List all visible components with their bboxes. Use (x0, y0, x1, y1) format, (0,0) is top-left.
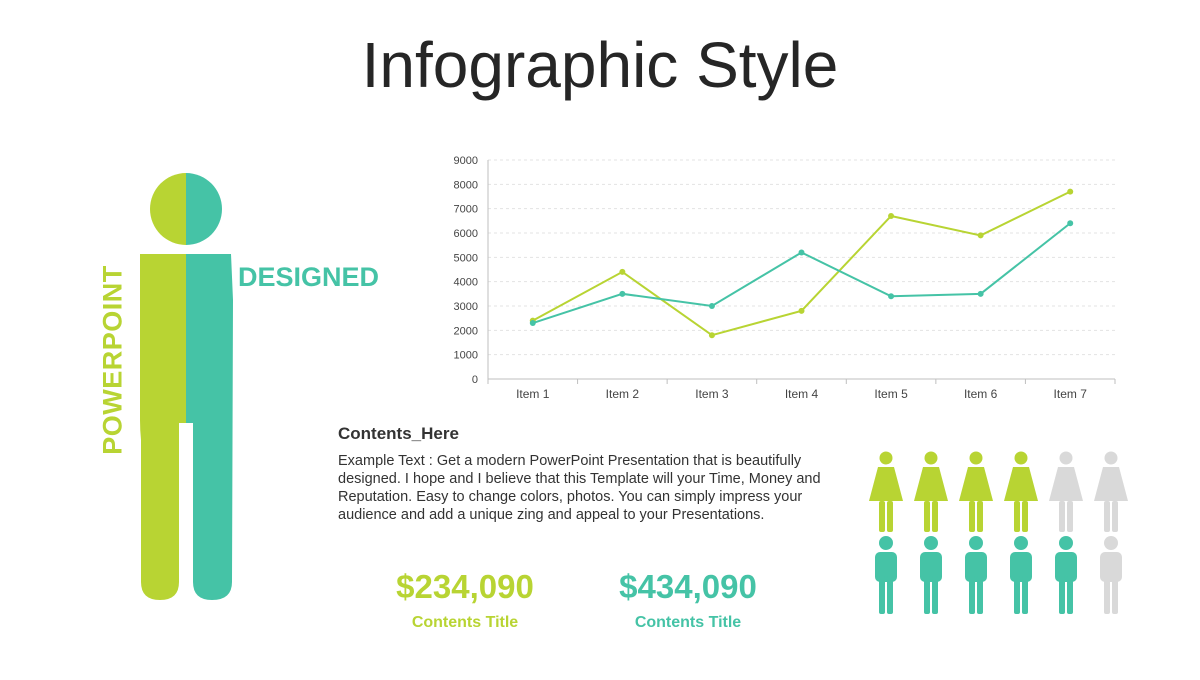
y-tick-label: 3000 (454, 301, 478, 313)
series-2-point (708, 303, 715, 309)
people-pictogram-svg (869, 451, 1128, 614)
female-person-icon (1049, 451, 1083, 532)
male-person-icon (965, 536, 987, 614)
stat-1-label: Contents Title (411, 614, 519, 631)
people-pictogram (862, 448, 1142, 618)
x-tick-label: Item 5 (874, 387, 908, 401)
x-tick-label: Item 7 (1054, 387, 1088, 401)
contents-body: Example Text : Get a modern PowerPoint P… (338, 453, 821, 523)
female-person-icon (959, 451, 993, 532)
male-person-icon (920, 536, 942, 614)
series-2-point (798, 249, 805, 256)
male-person-icon (1010, 536, 1032, 614)
series-2-point (1067, 220, 1074, 227)
stat-1-value: $234,090 (396, 568, 534, 605)
y-tick-label: 1000 (454, 350, 478, 362)
body-left-half (140, 254, 186, 600)
stat-1: $234,090 Contents Title (365, 568, 565, 632)
y-tick-label: 6000 (454, 228, 478, 240)
male-person-icon (875, 536, 897, 614)
person-figure: POWERPOINT DESIGNED (0, 0, 400, 675)
page-title: Infographic Style (361, 29, 839, 101)
x-tick-label: Item 3 (695, 387, 729, 401)
female-person-icon (1004, 451, 1038, 532)
y-tick-label: 0 (472, 374, 478, 386)
series-1-point (619, 268, 626, 275)
stat-2-value: $434,090 (619, 568, 757, 605)
head-right-half (186, 173, 222, 245)
series-1-point (798, 307, 805, 314)
x-tick-label: Item 2 (606, 387, 640, 401)
female-person-icon (914, 451, 948, 532)
series-2-point (619, 290, 626, 297)
designed-label: DESIGNED (238, 262, 380, 292)
female-person-icon (869, 451, 903, 532)
male-person-icon (1100, 536, 1122, 614)
male-person-icon (1055, 536, 1077, 614)
body-right-half (186, 254, 233, 600)
series-1-point (977, 232, 984, 239)
y-tick-label: 5000 (454, 252, 478, 264)
head-left-half (150, 173, 186, 245)
series-2-point (888, 293, 895, 300)
female-person-icon (1094, 451, 1128, 532)
y-tick-label: 2000 (454, 325, 478, 337)
contents-heading: Contents_Here (338, 424, 459, 443)
line-chart: 0 1000 2000 3000 4000 5000 6000 7000 8000 9000 Ite… (440, 148, 1130, 410)
series-2-point (977, 290, 984, 297)
y-tick-label: 4000 (454, 277, 478, 289)
powerpoint-label: POWERPOINT (97, 265, 128, 455)
y-tick-label: 7000 (454, 204, 478, 216)
x-tick-label: Item 6 (964, 387, 998, 401)
series-1-point (708, 332, 715, 339)
line-chart-svg: 0 1000 2000 3000 4000 5000 6000 7000 8000 9000 Ite… (454, 155, 1116, 401)
series-1-point (888, 212, 895, 219)
stat-2: $434,090 Contents Title (588, 568, 788, 632)
stat-2-label: Contents Title (634, 614, 742, 631)
x-tick-label: Item 4 (785, 387, 819, 401)
y-tick-label: 8000 (454, 179, 478, 191)
series-2-point (529, 320, 536, 327)
person-figure-graphic (140, 173, 233, 600)
series-1-point (1067, 188, 1074, 195)
x-tick-label: Item 1 (516, 387, 550, 401)
y-tick-label: 9000 (454, 155, 478, 167)
